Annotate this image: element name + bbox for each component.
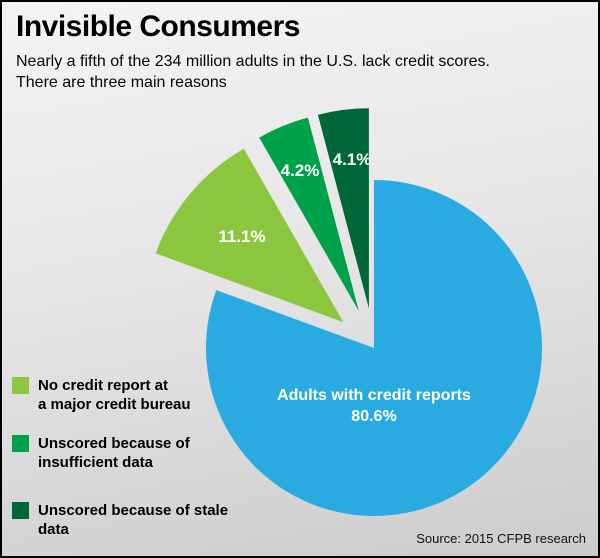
legend-item-no-credit-report: No credit report at a major credit burea… (12, 376, 191, 414)
pie-slice-3 (317, 108, 369, 309)
pie-slice-2 (259, 117, 359, 311)
pie-slice-1 (155, 148, 344, 323)
legend-label-line: Unscored because of (38, 435, 190, 452)
legend-item-insufficient-data: Unscored because of insufficient data (12, 434, 190, 472)
pie-value-label-insufficient-data: 4.2% (280, 161, 320, 180)
legend-label-line: data (38, 521, 69, 538)
legend-label: Unscored because of insufficient data (38, 434, 190, 472)
source-note: Source: 2015 CFPB research (416, 531, 586, 546)
subtitle-line-2: There are three main reasons (16, 74, 227, 91)
legend-label: Unscored because of stale data (38, 501, 228, 539)
page-title: Invisible Consumers (16, 10, 300, 43)
legend-swatch-green (12, 435, 29, 452)
pie-value-label-stale-data: 4.1% (332, 150, 372, 169)
legend-swatch-dark-green (12, 502, 29, 519)
legend-label-line: Unscored because of stale (38, 502, 229, 519)
pie-slice-0 (206, 179, 543, 516)
legend-item-stale-data: Unscored because of stale data (12, 501, 228, 539)
header: Invisible Consumers Nearly a fifth of th… (16, 10, 588, 93)
pie-label-credit-reports-name: Adults with credit reports (277, 387, 471, 404)
pie-value-label-no-credit-report: 11.1% (218, 227, 266, 246)
legend-label-line: No credit report at (38, 377, 169, 394)
legend-label: No credit report at a major credit burea… (38, 376, 191, 414)
legend-label-line: a major credit bureau (38, 396, 191, 413)
pie-label-credit-reports-value: 80.6% (351, 408, 397, 425)
pie-label-credit-reports: Adults with credit reports 80.6% (277, 385, 471, 427)
legend-label-line: insufficient data (38, 454, 154, 471)
legend-swatch-light-green (12, 377, 29, 394)
subtitle-line-1: Nearly a fifth of the 234 million adults… (16, 53, 490, 70)
